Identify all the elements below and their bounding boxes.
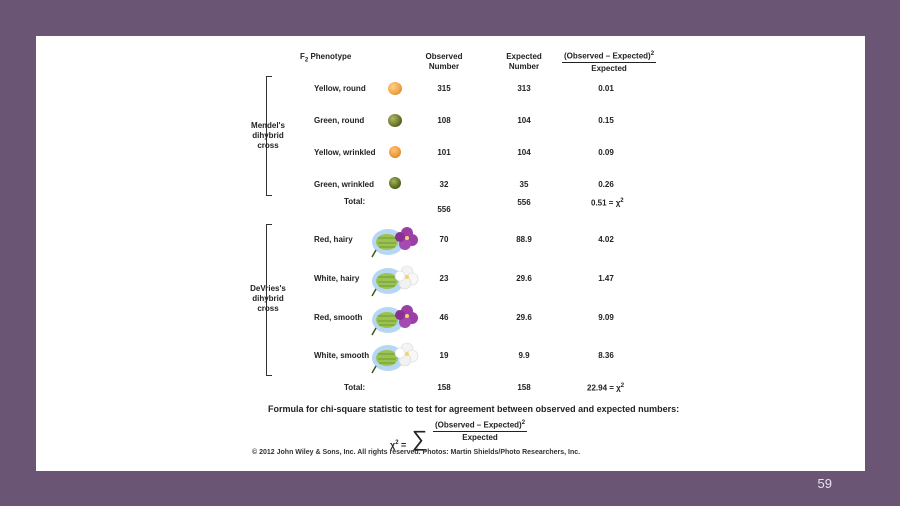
phenotype-cell: Yellow, wrinkled: [314, 148, 376, 157]
observed-cell: 19: [439, 351, 449, 360]
chi-cell: 0.26: [598, 180, 614, 189]
white-flower-icon: [371, 342, 419, 374]
green-round-pea-icon: [388, 114, 402, 127]
header-phenotype: F2 Phenotype: [300, 52, 352, 64]
yellow-round-pea-icon: [388, 82, 402, 95]
header-observed: Observed Number: [425, 52, 463, 71]
expected-cell: 29.6: [516, 313, 532, 322]
devries-total-label: Total:: [344, 383, 366, 392]
observed-cell: 70: [439, 235, 449, 244]
chi-cell: 0.09: [598, 148, 614, 157]
expected-cell: 104: [517, 148, 531, 157]
observed-cell: 23: [439, 274, 449, 283]
chi-cell: 1.47: [598, 274, 614, 283]
formula-title: Formula for chi-square statistic to test…: [268, 404, 680, 414]
copyright-note: © 2012 John Wiley & Sons, Inc. All right…: [252, 449, 581, 456]
white-flower-icon: [371, 265, 419, 297]
sigma-symbol: ∑: [411, 426, 428, 451]
phenotype-cell: Green, wrinkled: [314, 180, 375, 189]
phenotype-cell: White, smooth: [314, 351, 370, 360]
phenotype-cell: Red, hairy: [314, 235, 353, 244]
page-number: 59: [817, 476, 832, 491]
observed-cell: 32: [439, 180, 449, 189]
mendel-total-label: Total:: [344, 197, 366, 206]
devries-label: DeVries's dihybrid cross: [250, 284, 286, 313]
chi-cell: 4.02: [598, 235, 614, 244]
mendel-total-expected: 556: [517, 198, 531, 207]
expected-cell: 29.6: [516, 274, 532, 283]
chi-cell: 0.01: [598, 84, 614, 93]
purple-flower-icon: [371, 227, 418, 258]
observed-cell: 46: [439, 313, 449, 322]
chi-cell: 9.09: [598, 313, 614, 322]
phenotype-cell: White, hairy: [314, 274, 360, 283]
devries-bracket: [266, 224, 272, 376]
chi-square-formula: χ2 = ∑ (Observed – Expected)2 Expected: [390, 420, 528, 451]
header-expected: Expected Number: [506, 52, 542, 71]
phenotype-cell: Green, round: [314, 116, 365, 125]
mendel-total-observed: 556: [437, 205, 451, 214]
expected-cell: 9.9: [518, 351, 530, 360]
devries-total-chi: 22.94 = χ2: [587, 383, 625, 393]
observed-cell: 101: [437, 148, 451, 157]
expected-cell: 88.9: [516, 235, 532, 244]
phenotype-cell: Yellow, round: [314, 84, 366, 93]
slide-content: F2 Phenotype Observed Number Expected Nu…: [36, 36, 865, 471]
observed-cell: 108: [437, 116, 451, 125]
yellow-wrinkled-pea-icon: [389, 146, 401, 158]
expected-cell: 313: [517, 84, 531, 93]
expected-cell: 104: [517, 116, 531, 125]
devries-total-observed: 158: [437, 383, 451, 392]
chi-cell: 0.15: [598, 116, 614, 125]
observed-cell: 315: [437, 84, 451, 93]
expected-cell: 35: [519, 180, 529, 189]
header-chi-ratio: (Observed – Expected)2 Expected: [562, 51, 657, 73]
mendel-bracket: [266, 76, 272, 196]
phenotype-cell: Red, smooth: [314, 313, 363, 322]
devries-total-expected: 158: [517, 383, 531, 392]
mendel-label: Mendel's dihybrid cross: [251, 121, 285, 150]
mendel-total-chi: 0.51 = χ2: [591, 198, 624, 208]
chi-cell: 8.36: [598, 351, 614, 360]
purple-flower-icon: [371, 305, 418, 336]
green-wrinkled-pea-icon: [389, 177, 401, 189]
